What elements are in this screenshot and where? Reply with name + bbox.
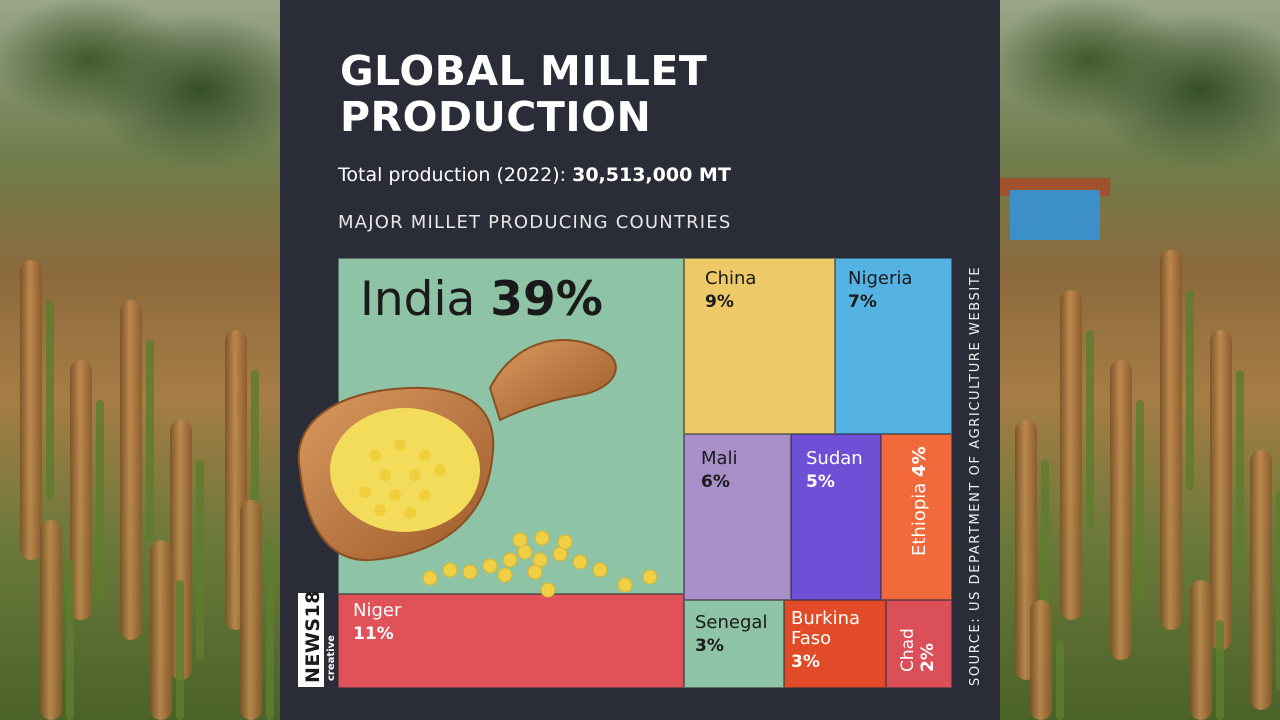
millet-leaf [1186,290,1194,490]
cell-ethiopia [881,434,952,600]
source-note: SOURCE: US DEPARTMENT OF AGRICULTURE WEB… [968,265,983,686]
millet-leaf [266,540,274,720]
india-label: India 39% [360,272,603,327]
cell-sudan: Sudan 5% [791,434,881,600]
millet-leaf [1276,490,1280,690]
millet-stalk [150,540,172,720]
millet-leaf [1236,370,1244,570]
millet-leaf [176,580,184,720]
cell-niger: Niger 11% [338,594,684,688]
chad-label: Chad 2% [898,628,938,672]
millet-leaf [146,340,154,540]
millet-leaf [196,460,204,660]
niger-value: 11% [353,624,394,644]
cell-chad [886,600,952,688]
millet-stalk [20,260,42,560]
cell-nigeria: Nigeria 7% [835,258,952,434]
millet-leaf [66,560,74,720]
cell-china: China 9% [684,258,835,434]
sudan-value: 5% [806,472,835,492]
news18-creative-logo: NEWS18 creative [298,590,337,687]
chad-name: Chad [898,628,918,672]
millet-leaf [1136,400,1144,600]
sudan-name: Sudan [806,448,863,469]
millet-stalk [1030,600,1052,720]
millet-stalk [1210,330,1232,650]
ethiopia-label: Ethiopia 4% [909,446,930,556]
millet-stalk [1060,290,1082,620]
millet-stalk [120,300,142,640]
millet-stalk [40,520,62,720]
nigeria-value: 7% [848,292,877,312]
china-name: China [705,268,757,289]
nigeria-name: Nigeria [848,268,913,289]
niger-name: Niger [353,600,402,621]
logo-sub-text: creative [326,635,337,681]
logo-box [298,593,324,687]
millet-leaf [1086,330,1094,530]
millet-leaf [1216,620,1224,720]
millet-leaf [96,400,104,600]
total-production-line: Total production (2022): 30,513,000 MT [338,164,731,186]
millet-stalk [1160,250,1182,630]
millet-stalk [170,420,192,680]
millet-stalk [70,360,92,620]
senegal-value: 3% [695,636,724,656]
cell-burkina-faso: Burkina Faso 3% [784,600,886,688]
millet-stalk [1190,580,1212,720]
hut [1010,190,1100,240]
millet-leaf [46,300,54,500]
millet-stalk [1110,360,1132,660]
mali-name: Mali [701,448,738,469]
cell-senegal: Senegal 3% [684,600,784,688]
total-production-value: 30,513,000 MT [572,164,731,186]
millet-stalk [1250,450,1272,710]
millet-leaf [251,370,259,570]
burkina-faso-value: 3% [791,652,820,672]
ethiopia-name: Ethiopia [909,482,930,556]
cell-mali: Mali 6% [684,434,791,600]
millet-scoop-illustration [297,339,658,598]
millet-leaf [1056,640,1064,720]
mali-value: 6% [701,472,730,492]
ethiopia-value: 4% [909,446,930,477]
india-name: India [360,272,476,327]
chad-value: 2% [918,643,938,672]
millet-leaf [1041,460,1049,660]
india-value: 39% [490,272,603,327]
treemap-chart: India 39% Niger 11% China 9% Nigeria 7% … [297,258,952,688]
senegal-name: Senegal [695,612,768,633]
page-title: GLOBAL MILLET PRODUCTION [340,47,708,141]
burkina-faso-name: Burkina Faso [791,608,861,649]
logo-main-text: NEWS18 [302,590,324,683]
china-value: 9% [705,292,734,312]
total-production-label: Total production (2022): [338,164,567,186]
millet-stalk [240,500,262,720]
section-label: MAJOR MILLET PRODUCING COUNTRIES [338,212,732,233]
